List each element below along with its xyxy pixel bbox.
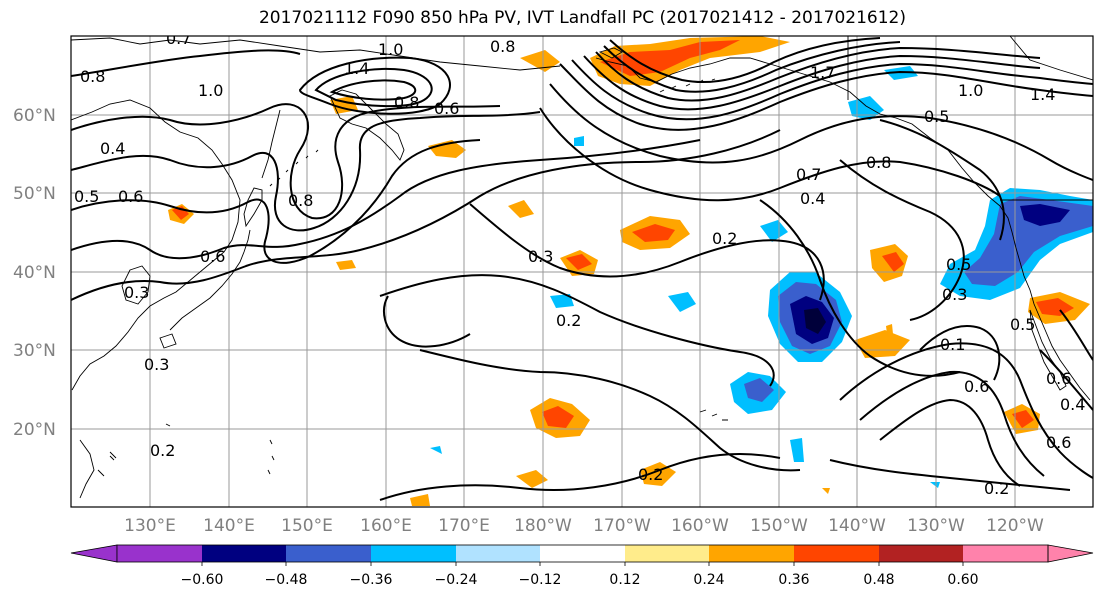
contour-label: 0.2 — [150, 441, 175, 460]
lon-label: 160°W — [671, 516, 729, 536]
colorbar-segment — [202, 545, 286, 562]
lon-label: 160°E — [360, 516, 412, 536]
colorbar-segment — [625, 545, 709, 562]
lat-label: 30°N — [13, 341, 56, 361]
contour-label: 0.3 — [144, 355, 169, 374]
contour-label: 0.4 — [800, 189, 825, 208]
contour-label: 0.6 — [118, 187, 143, 206]
contour-label: 0.3 — [124, 283, 149, 302]
contour-label: 0.3 — [942, 285, 967, 304]
contour-label: 0.3 — [528, 247, 553, 266]
contour-label: 0.2 — [556, 311, 581, 330]
contour-label: 1.0 — [378, 40, 403, 59]
colorbar-segment — [879, 545, 963, 562]
lat-label: 50°N — [13, 184, 56, 204]
lat-label: 60°N — [13, 106, 56, 126]
lon-label: 170°E — [438, 516, 490, 536]
colorbar-extend-low — [70, 544, 118, 563]
contour-label: 0.5 — [74, 187, 99, 206]
lon-label: 150°W — [750, 516, 808, 536]
colorbar-tick-label: −0.36 — [350, 572, 393, 588]
colorbar-tick-label: 0.60 — [947, 572, 978, 588]
map-title: 2017021112 F090 850 hPa PV, IVT Landfall… — [258, 8, 906, 28]
colorbar-tick-label: 0.12 — [609, 572, 640, 588]
contour-label: 0.5 — [1010, 315, 1035, 334]
pv-shading — [168, 36, 1093, 506]
lon-label: 120°W — [986, 516, 1044, 536]
lat-axis: 60°N 50°N 40°N 30°N 20°N — [13, 106, 56, 440]
contour-labels: 0.7 1.0 0.8 1.4 1.0 0.8 0.6 0.8 1.7 1.0 … — [74, 29, 1085, 498]
contour-label: 0.7 — [166, 29, 191, 48]
pv-contours — [71, 37, 1093, 501]
contour-label: 0.6 — [1046, 433, 1071, 452]
colorbar-segment — [286, 545, 371, 562]
map-frame — [70, 35, 1094, 508]
contour-label: 0.8 — [394, 93, 419, 112]
lon-axis: 130°E 140°E 150°E 160°E 170°E 180°W 170°… — [124, 516, 1044, 536]
colorbar-tick-label: −0.24 — [435, 572, 478, 588]
colorbar-segment — [963, 545, 1048, 562]
contour-label: 1.4 — [1030, 85, 1055, 104]
lon-label: 130°W — [907, 516, 965, 536]
colorbar-segment — [117, 545, 202, 562]
colorbar-segment — [371, 545, 456, 562]
contour-label: 0.4 — [1060, 395, 1085, 414]
colorbar-extend-high — [1047, 544, 1094, 563]
colorbar-tick-label: 0.36 — [778, 572, 809, 588]
colorbar: −0.60 −0.48 −0.36 −0.24 −0.12 0.12 0.24 … — [70, 544, 1094, 588]
contour-label: 0.5 — [924, 107, 949, 126]
contour-label: 0.2 — [638, 465, 663, 484]
contour-label: 0.6 — [964, 377, 989, 396]
contour-label: 0.6 — [200, 247, 225, 266]
lon-label: 130°E — [124, 516, 176, 536]
contour-label: 0.2 — [984, 479, 1009, 498]
lat-label: 40°N — [13, 263, 56, 283]
contour-label: 0.6 — [1046, 369, 1071, 388]
graticule — [71, 36, 1093, 507]
colorbar-segment — [709, 545, 794, 562]
contour-label: 0.8 — [866, 153, 891, 172]
contour-label: 1.0 — [958, 81, 983, 100]
contour-label: 0.1 — [940, 335, 965, 354]
colorbar-tick-label: −0.48 — [265, 572, 308, 588]
lon-label: 180°W — [514, 516, 572, 536]
colorbar-tick-label: 0.48 — [863, 572, 894, 588]
colorbar-tick-label: −0.12 — [519, 572, 562, 588]
contour-label: 0.8 — [490, 37, 515, 56]
colorbar-segment — [456, 545, 540, 562]
colorbar-segment — [540, 545, 625, 562]
contour-label: 1.0 — [198, 81, 223, 100]
contour-label: 1.7 — [810, 63, 835, 82]
colorbar-tick-label: 0.24 — [693, 572, 724, 588]
contour-label: 0.4 — [100, 139, 125, 158]
contour-label: 0.6 — [434, 99, 459, 118]
contour-label: 1.4 — [344, 59, 369, 78]
contour-label: 0.7 — [796, 165, 821, 184]
lon-label: 150°E — [281, 516, 333, 536]
lon-label: 140°W — [828, 516, 886, 536]
lat-label: 20°N — [13, 420, 56, 440]
colorbar-tick-label: −0.60 — [181, 572, 224, 588]
contour-label: 0.8 — [288, 191, 313, 210]
contour-label: 0.5 — [946, 255, 971, 274]
lon-label: 140°E — [203, 516, 255, 536]
lon-label: 170°W — [593, 516, 651, 536]
contour-label: 0.2 — [712, 229, 737, 248]
colorbar-segment — [794, 545, 879, 562]
contour-label: 0.8 — [80, 67, 105, 86]
